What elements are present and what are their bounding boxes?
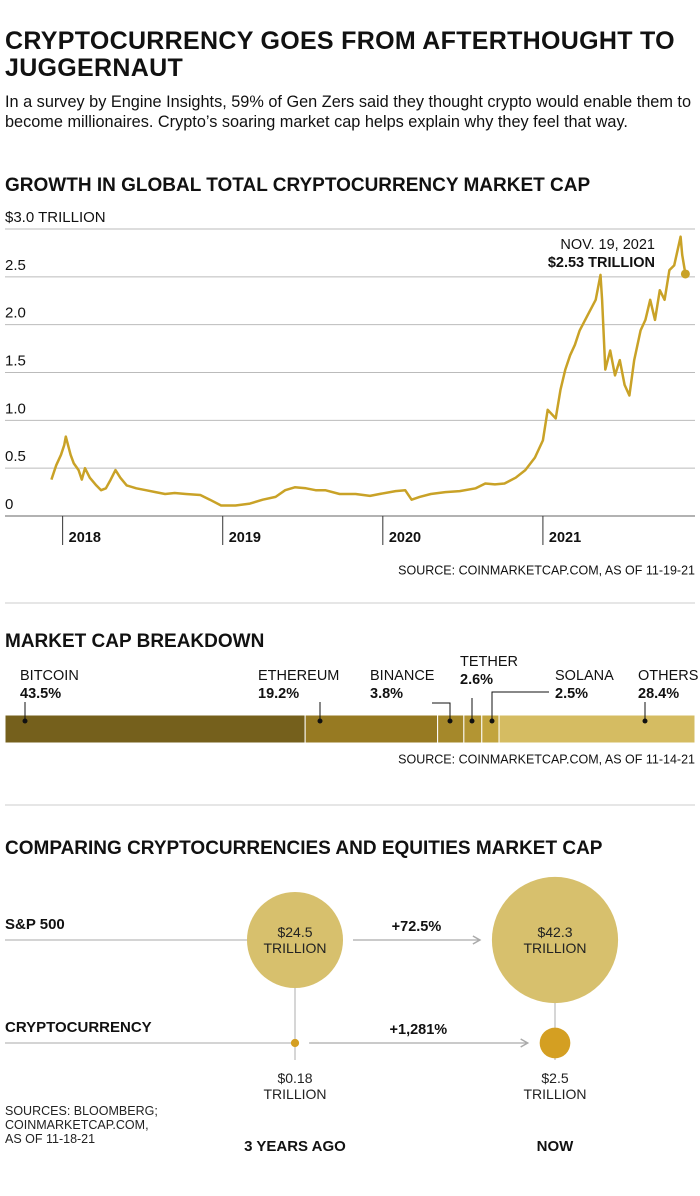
change-label: +1,281% [390,1022,448,1038]
x-tick-label: 2019 [229,530,261,546]
annotation-dot [680,269,690,279]
segment-name: BITCOIN [20,668,79,684]
bubble [539,1027,571,1059]
segment-name: OTHERS [638,668,698,684]
column-label: NOW [537,1138,575,1155]
segment-name: BINANCE [370,668,435,684]
row-label: S&P 500 [5,916,65,933]
column-label: 3 YEARS AGO [244,1138,346,1155]
bar-segment [498,714,696,744]
annotation-label: $2.53 TRILLION [548,255,655,271]
y-tick-label: 2.0 [5,305,26,322]
leader-dot [22,718,28,724]
y-tick-label: 0 [5,496,13,513]
bar-segment [304,714,439,744]
y-tick-label: 0.5 [5,448,26,465]
chart-title: COMPARING CRYPTOCURRENCIES AND EQUITIES … [5,838,603,859]
segment-value-label: 3.8% [370,686,403,702]
segment-name: SOLANA [555,668,614,684]
segment-value-label: 2.6% [460,672,493,688]
chart-title: GROWTH IN GLOBAL TOTAL CRYPTOCURRENCY MA… [5,175,590,196]
page-title: CRYPTOCURRENCY GOES FROM AFTERTHOUGHT TO… [5,27,675,82]
bubble [246,891,344,989]
leader-line [432,702,451,721]
chart-title: MARKET CAP BREAKDOWN [5,631,264,652]
y-tick-label: 1.0 [5,400,26,417]
leader-dot [642,718,648,724]
source: SOURCE: COINMARKETCAP.COM, AS OF 11-19-2… [398,563,695,577]
leader-dot [317,718,323,724]
leader-line [491,691,549,721]
row-label: CRYPTOCURRENCY [5,1019,152,1036]
leader-dot [469,718,475,724]
source: SOURCE: COINMARKETCAP.COM, AS OF 11-14-2… [398,752,695,766]
bubble [290,1038,300,1048]
line [50,235,687,507]
bubble-label: $24.5 TRILLION [263,924,327,956]
x-tick-label: 2021 [549,530,581,546]
segment-name: ETHEREUM [258,668,339,684]
segment-value-label: 43.5% [20,686,61,702]
y-tick-label: $3.0 TRILLION [5,209,106,226]
bubble-label: $42.3 TRILLION [523,924,587,956]
segment-value-label: 19.2% [258,686,299,702]
bubble [491,876,619,1004]
y-tick-label: 2.5 [5,257,26,274]
change-label: +72.5% [392,919,442,935]
leader-dot [447,718,453,724]
annotation-date: NOV. 19, 2021 [560,237,655,253]
y-tick-label: 1.5 [5,352,26,369]
subtitle: In a survey by Engine Insights, 59% of G… [5,93,692,131]
bubble-label: $0.18 TRILLION [263,1070,327,1102]
bubble-label: $2.5 TRILLION [523,1070,587,1102]
x-tick-label: 2020 [389,530,421,546]
bar-segment [4,714,306,744]
x-tick-label: 2018 [69,530,101,546]
segment-name: TETHER [460,654,518,670]
source: SOURCES: BLOOMBERG; COINMARKETCAP.COM, A… [5,1104,158,1146]
segment-value-label: 2.5% [555,686,588,702]
segment-value-label: 28.4% [638,686,679,702]
leader-dot [489,718,495,724]
